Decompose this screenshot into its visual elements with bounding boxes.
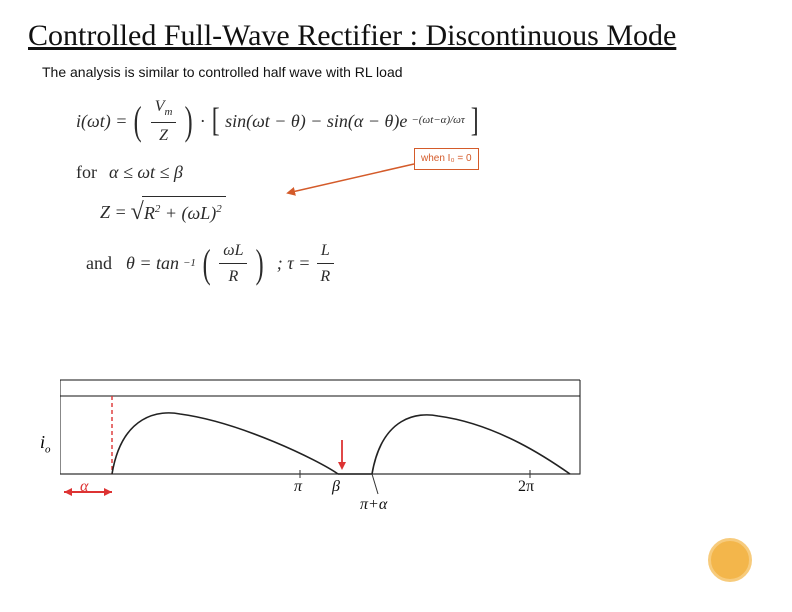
equation-theta-tau: and θ = tan−1 ( ωL R ) ; τ = L R (76, 238, 764, 290)
frac3-num: L (317, 238, 334, 265)
pi-tick-label: π (294, 478, 302, 496)
slide: Controlled Full-Wave Rectifier : Discont… (0, 0, 792, 612)
two-pi-tick-label: 2π (518, 478, 534, 496)
paren-close-icon: ) (185, 109, 193, 133)
paren2-open-icon: ( (203, 252, 211, 276)
equation-block: i(ωt) = ( Vm Z ) · [ sin(ωt − θ) − sin(α… (76, 94, 764, 290)
tau-sep: ; τ = (277, 249, 311, 278)
z-wl2: 2 (216, 203, 222, 215)
range-expr: α ≤ ωt ≤ β (109, 158, 183, 187)
z-r: R (144, 203, 155, 223)
z-lhs: Z = (100, 198, 127, 227)
eq-bracket-body: sin(ωt − θ) − sin(α − θ)e (225, 107, 407, 136)
frac-num: V (155, 98, 165, 115)
graph-svg (60, 378, 600, 518)
frac2-den: R (224, 264, 242, 290)
fraction-vm-z: Vm Z (151, 94, 177, 148)
frac3-den: R (316, 264, 334, 290)
alpha-tick-label: α (80, 478, 88, 496)
eq-exponent: −(ωt−α)/ωτ (411, 112, 465, 130)
dot-icon: · (200, 107, 206, 136)
z-wl: + (ωL) (160, 203, 216, 223)
equation-current: i(ωt) = ( Vm Z ) · [ sin(ωt − θ) − sin(α… (76, 94, 764, 148)
io-o: o (45, 444, 51, 456)
paren2-close-icon: ) (256, 252, 264, 276)
eq-i-lhs: i(ωt) = (76, 107, 127, 136)
theta-lhs: θ = tan (126, 249, 179, 278)
sqrt-icon: √ R2 + (ωL)2 (131, 193, 226, 231)
callout-box: when I₀ = 0 (414, 148, 479, 170)
accent-dot-icon (708, 538, 752, 582)
frac-den: Z (155, 123, 172, 149)
pi-alpha-tick-label: π+α (360, 496, 387, 514)
for-label: for (76, 158, 97, 187)
beta-tick-label: β (332, 478, 340, 496)
page-title: Controlled Full-Wave Rectifier : Discont… (28, 18, 764, 54)
fraction-l-r: L R (316, 238, 334, 290)
bracket-close-icon: ] (471, 109, 479, 133)
io-axis-label: io (40, 432, 51, 456)
bracket-open-icon: [ (211, 109, 219, 133)
equation-z: Z = √ R2 + (ωL)2 (76, 193, 764, 231)
frac-num-sub: m (164, 106, 172, 118)
callout-arrow-icon (286, 162, 416, 202)
fraction-wl-r: ωL R (219, 238, 247, 290)
and-label: and (86, 249, 112, 278)
frac2-num: ωL (219, 238, 247, 265)
paren-open-icon: ( (134, 109, 142, 133)
theta-inv: −1 (183, 255, 196, 273)
current-waveform-graph: io α π β π+α 2π (60, 378, 620, 518)
subtitle-text: The analysis is similar to controlled ha… (42, 64, 764, 80)
